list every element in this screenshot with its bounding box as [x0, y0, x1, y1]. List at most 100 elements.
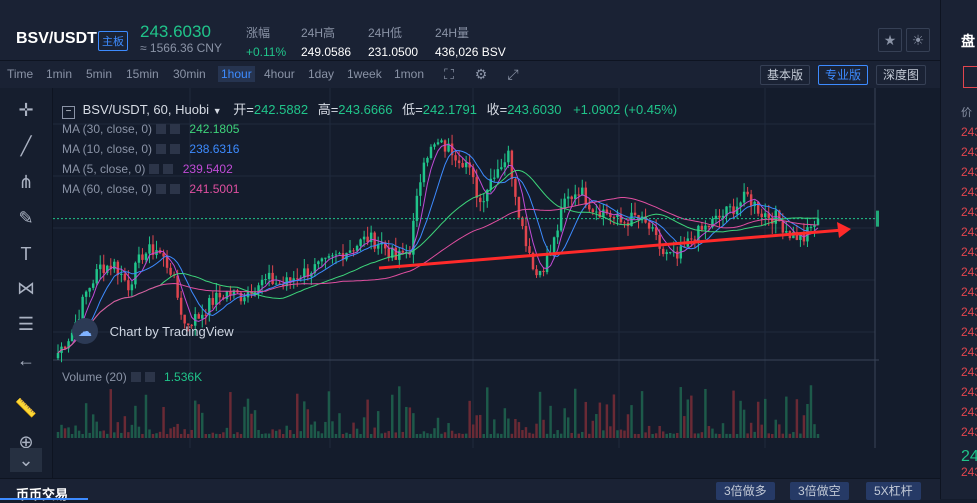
volume-bar [218, 433, 222, 438]
candle-body [500, 167, 503, 170]
short-3x-button[interactable]: 3倍做空 [790, 482, 849, 500]
orderbook-row[interactable]: 243 [961, 265, 977, 279]
orderbook-row[interactable]: 243 [961, 285, 977, 299]
tf-1min[interactable]: 1min [46, 67, 73, 81]
orderbook-row[interactable]: 243 [961, 465, 977, 479]
orderbook-row[interactable]: 243 [961, 205, 977, 219]
brush-icon[interactable]: ✎ [18, 208, 34, 228]
orderbook-row[interactable]: 243 [961, 365, 977, 379]
chart-type-icon[interactable]: ⛶ [444, 66, 454, 82]
settings-icon[interactable] [149, 164, 160, 174]
orderbook-row[interactable]: 243 [961, 245, 977, 259]
settings-icon[interactable] [130, 372, 141, 382]
candle-body [303, 268, 306, 278]
settings-icon[interactable]: ⚙ [474, 66, 488, 82]
candle-body [243, 297, 246, 302]
volume-bar [429, 433, 433, 438]
candle-body [725, 206, 728, 216]
volume-bar [626, 414, 630, 438]
pattern-icon[interactable]: ⋈ [17, 278, 35, 298]
theme-icon[interactable]: ☀ [906, 28, 930, 52]
pitchfork-icon[interactable]: ⋔ [18, 172, 34, 192]
drawing-toolbar: ✛ ╱ ⋔ ✎ T ⋈ ☰ ← 📏 ⊕ ⌄ [0, 88, 53, 478]
view-pro-button[interactable]: 专业版 [818, 65, 869, 85]
orderbook-row[interactable]: 243 [961, 125, 977, 139]
settings-icon[interactable] [156, 124, 167, 134]
tradingview-watermark[interactable]: ☁ Chart by TradingView [72, 318, 234, 344]
fib-icon[interactable]: ☰ [17, 314, 35, 334]
orderbook-row[interactable]: 243 [961, 145, 977, 159]
fullscreen-icon[interactable]: ⤢ [507, 66, 519, 82]
legend-collapse-icon[interactable]: − [62, 106, 75, 119]
volume-bar [735, 433, 739, 438]
star-icon[interactable]: ★ [878, 28, 902, 52]
volume-bar [654, 433, 658, 438]
candle-body [721, 215, 725, 218]
long-3x-button[interactable]: 3倍做多 [716, 482, 775, 500]
candle-body [296, 278, 299, 280]
settings-icon[interactable] [156, 144, 167, 154]
trendline-icon[interactable]: ╱ [20, 136, 32, 156]
orderbook-row[interactable]: 243 [961, 425, 977, 439]
pair-name[interactable]: BSV/USDT [16, 30, 97, 47]
candle-body [514, 179, 517, 197]
candle-body [84, 291, 88, 297]
indicator-ma10[interactable]: MA (10, close, 0) 238.6316 [62, 142, 239, 156]
close-icon[interactable] [170, 124, 181, 134]
spot-trading-title[interactable]: 币币交易 [16, 487, 69, 502]
orderbook-row[interactable]: 243 [961, 185, 977, 199]
indicator-ma60[interactable]: MA (60, close, 0) 241.5001 [62, 182, 239, 196]
close-icon[interactable] [163, 164, 174, 174]
indicator-ma30[interactable]: MA (30, close, 0) 242.1805 [62, 122, 239, 136]
candle-body [767, 213, 770, 218]
tf-1day[interactable]: 1day [308, 67, 335, 81]
volume-bar [134, 405, 137, 438]
tf-4hour[interactable]: 4hour [264, 67, 295, 81]
legend-close-label: 收= [486, 102, 508, 117]
orderbook-row[interactable]: 243 [961, 345, 977, 359]
orderbook-row[interactable]: 243 [961, 385, 977, 399]
volume-bar [70, 433, 74, 438]
text-icon[interactable]: T [20, 244, 32, 264]
candle-body [697, 225, 700, 243]
volume-bar [246, 398, 250, 438]
tf-5min[interactable]: 5min [86, 67, 113, 81]
candle-body [443, 140, 447, 152]
legend-change: +1.0902 (+0.45%) [573, 102, 678, 117]
orderbook-row[interactable]: 243 [961, 305, 977, 319]
orderbook-row[interactable]: 243 [961, 325, 977, 339]
orderbook-row[interactable]: 24 [961, 448, 977, 465]
view-depth-button[interactable]: 深度图 [876, 65, 927, 85]
tf-15min[interactable]: 15min [126, 67, 159, 81]
volume-bar [331, 421, 334, 438]
chevron-down-icon[interactable]: ▼ [212, 106, 222, 116]
candle-body [264, 279, 267, 281]
ruler-icon[interactable]: 📏 [14, 398, 38, 418]
tf-30min[interactable]: 30min [173, 67, 206, 81]
tf-1hour[interactable]: 1hour [218, 66, 255, 82]
settings-icon[interactable] [156, 184, 167, 194]
indicator-ma5[interactable]: MA (5, close, 0) 239.5402 [62, 162, 233, 176]
volume-bar [672, 433, 675, 438]
close-icon[interactable] [144, 372, 155, 382]
orderbook-row[interactable]: 243 [961, 405, 977, 419]
zoom-in-icon[interactable]: ⊕ [18, 432, 34, 452]
view-basic-button[interactable]: 基本版 [760, 65, 811, 85]
volume-bar [566, 417, 570, 438]
tf-1mon[interactable]: 1mon [394, 67, 425, 81]
crosshair-icon[interactable]: ✛ [18, 100, 34, 120]
orderbook-row[interactable]: 243 [961, 225, 977, 239]
close-icon[interactable] [170, 144, 181, 154]
stat-change: 涨幅 +0.11% [246, 24, 286, 59]
volume-bar [746, 433, 749, 438]
orderbook-row[interactable]: 243 [961, 165, 977, 179]
orderbook-mode-icon[interactable] [963, 66, 977, 88]
margin-5x-button[interactable]: 5X杠杆 [866, 482, 921, 500]
candle-body [570, 196, 573, 200]
tf-1week[interactable]: 1week [347, 67, 382, 81]
close-icon[interactable] [170, 184, 181, 194]
volume-bar [116, 422, 120, 438]
collapse-icon[interactable]: ⌄ [10, 448, 42, 472]
tf-time[interactable]: Time [7, 67, 34, 81]
back-arrow-icon[interactable]: ← [17, 350, 35, 370]
